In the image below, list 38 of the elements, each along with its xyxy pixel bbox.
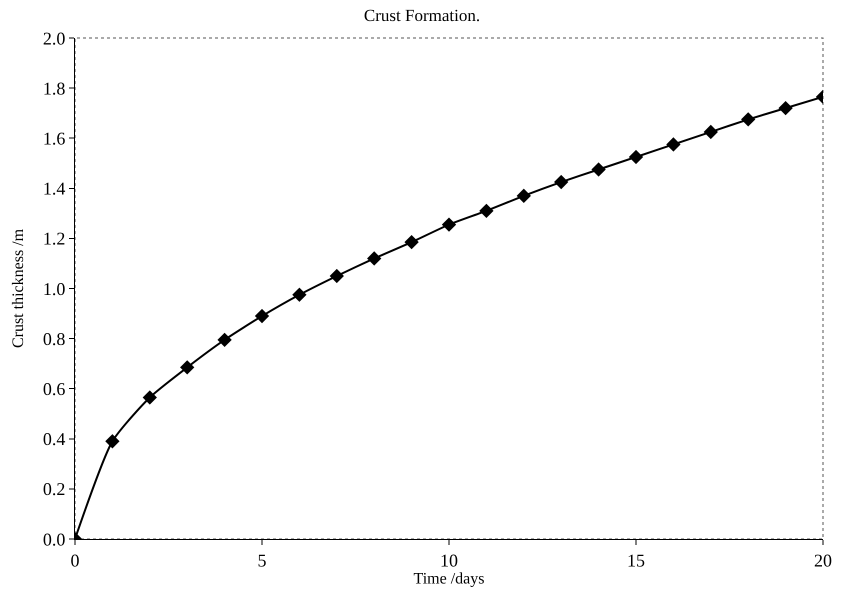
point xyxy=(442,217,456,232)
y-tick-label: 0.4 xyxy=(42,429,66,450)
chart-title: Crust Formation. xyxy=(364,6,480,25)
x-tick-label: 0 xyxy=(70,550,80,571)
y-tick-label: 1.2 xyxy=(42,228,66,249)
point xyxy=(105,434,120,448)
x-tick-label: 20 xyxy=(814,550,832,571)
point xyxy=(367,251,382,266)
x-tick-label: 10 xyxy=(440,550,458,571)
y-axis-title: Crust thickness /m xyxy=(10,228,27,348)
y-tick-label: 0.2 xyxy=(42,479,66,500)
point xyxy=(217,332,232,347)
point xyxy=(254,308,270,324)
x-tick-label: 5 xyxy=(258,550,266,571)
x-tick-label: 15 xyxy=(627,550,645,571)
y-tick-label: 2.0 xyxy=(42,28,66,48)
y-tick-label: 1.0 xyxy=(42,278,66,299)
point xyxy=(330,268,344,284)
point xyxy=(554,174,568,190)
y-tick-label: 0.6 xyxy=(42,379,66,399)
y-tick-label: 0.8 xyxy=(42,328,66,349)
point xyxy=(479,204,494,218)
x-axis-title: Time /days xyxy=(414,570,484,588)
point xyxy=(666,137,681,152)
y-tick-label: 1.8 xyxy=(42,78,66,98)
point xyxy=(404,235,419,250)
point xyxy=(591,162,606,177)
point xyxy=(704,124,718,140)
point xyxy=(180,360,194,375)
y-tick-label: 1.4 xyxy=(42,178,66,199)
point xyxy=(142,390,157,405)
point xyxy=(292,288,307,302)
y-tick-label: 1.6 xyxy=(42,128,66,148)
y-tick-label: 0.0 xyxy=(42,529,66,550)
point xyxy=(778,100,793,116)
point xyxy=(741,112,756,127)
point xyxy=(628,150,644,164)
point xyxy=(516,188,531,203)
